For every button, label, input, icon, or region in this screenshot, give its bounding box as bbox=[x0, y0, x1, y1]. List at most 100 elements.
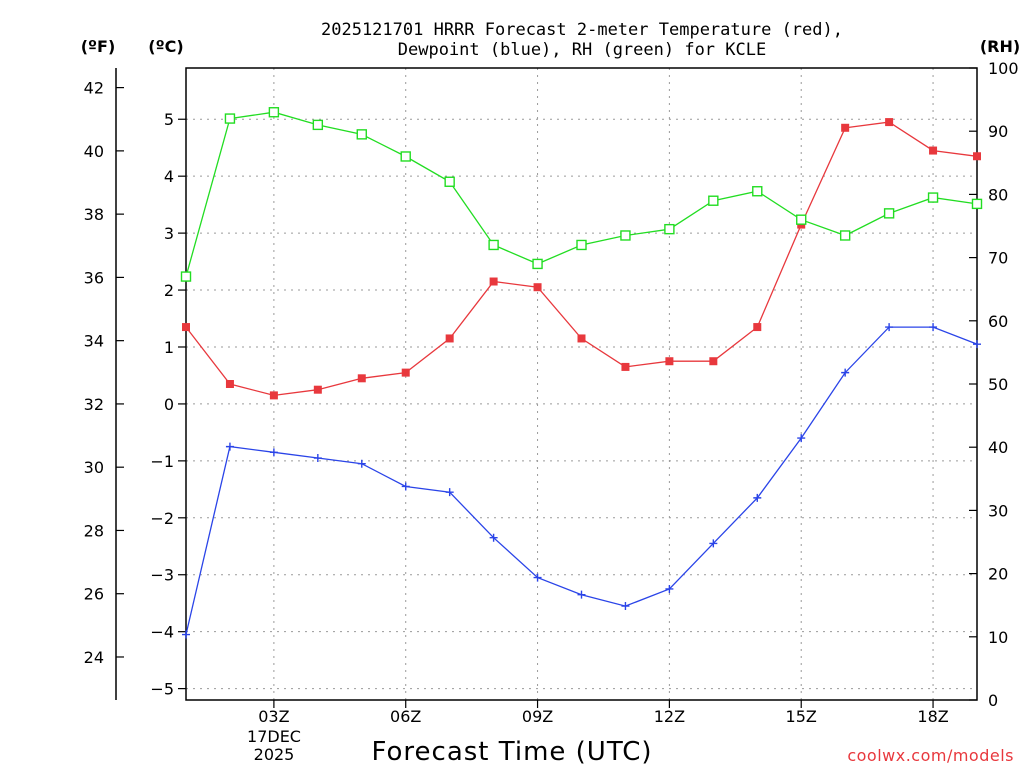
fahrenheit-tick-label: 42 bbox=[84, 79, 104, 98]
temperature-data-point bbox=[269, 391, 278, 400]
temperature-data-point bbox=[401, 368, 410, 377]
rh-data-point bbox=[312, 119, 324, 131]
dewpoint-data-point bbox=[929, 323, 938, 332]
celsius-tick-label: −3 bbox=[150, 566, 174, 585]
temperature-data-point bbox=[841, 123, 850, 132]
chart-title-line-1: 2025121701 HRRR Forecast 2-meter Tempera… bbox=[321, 20, 843, 40]
dewpoint-data-point bbox=[401, 482, 410, 491]
rh-data-point bbox=[444, 176, 455, 187]
dewpoint-data-point bbox=[489, 533, 498, 542]
rh-data-point bbox=[839, 230, 851, 241]
rh-data-point bbox=[664, 223, 675, 235]
dewpoint-data-point bbox=[885, 323, 894, 332]
temperature-data-point bbox=[665, 357, 674, 366]
x-tick-label: 09Z bbox=[522, 707, 553, 726]
rh-tick-label: 80 bbox=[988, 185, 1008, 204]
x-tick-label: 03Z bbox=[258, 707, 289, 726]
celsius-tick-label: −2 bbox=[150, 509, 174, 528]
chart-title-line-2: Dewpoint (blue), RH (green) for KCLE bbox=[398, 40, 766, 60]
fahrenheit-tick-label: 40 bbox=[84, 142, 104, 161]
rh-series-line bbox=[185, 111, 978, 277]
temperature-data-point bbox=[709, 357, 718, 366]
rh-tick-label: 70 bbox=[988, 249, 1008, 268]
rh-tick-label: 50 bbox=[988, 375, 1008, 394]
temperature-data-point bbox=[445, 334, 454, 343]
rh-data-point bbox=[620, 230, 631, 241]
rh-tick-label: 0 bbox=[988, 691, 998, 710]
x-tick-label: 15Z bbox=[786, 707, 817, 726]
x-tick-label: 06Z bbox=[390, 707, 421, 726]
rh-data-point bbox=[883, 208, 895, 219]
dewpoint-series-line bbox=[185, 326, 978, 635]
rh-tick-label: 30 bbox=[988, 501, 1008, 520]
temperature-data-point bbox=[489, 277, 498, 286]
celsius-tick-label: 2 bbox=[164, 281, 174, 300]
fahrenheit-tick-label: 34 bbox=[84, 332, 104, 351]
celsius-tick-label: −1 bbox=[150, 452, 174, 471]
dewpoint-data-point bbox=[973, 340, 981, 349]
dewpoint-data-point bbox=[621, 602, 630, 611]
rh-data-point bbox=[971, 198, 983, 210]
temperature-data-point bbox=[621, 362, 630, 371]
temperature-data-point bbox=[929, 146, 938, 155]
dewpoint-data-point bbox=[357, 459, 366, 468]
temperature-data-point bbox=[533, 283, 542, 292]
temperature-data-point bbox=[313, 385, 322, 394]
rh-data-point bbox=[400, 151, 411, 162]
rh-tick-label: 10 bbox=[988, 628, 1008, 647]
rh-data-point bbox=[532, 258, 543, 270]
date-year-label: 2025 bbox=[254, 745, 295, 764]
rh-data-point bbox=[224, 113, 236, 124]
fahrenheit-tick-label: 30 bbox=[84, 458, 104, 477]
dewpoint-data-point bbox=[225, 442, 234, 451]
rh-data-point bbox=[752, 186, 763, 197]
celsius-unit-label: (ºC) bbox=[148, 37, 183, 56]
temperature-data-point bbox=[357, 374, 366, 383]
temperature-data-point bbox=[973, 152, 981, 161]
temperature-data-point bbox=[753, 323, 762, 332]
rh-data-point bbox=[180, 271, 192, 282]
rh-data-point bbox=[708, 195, 719, 206]
celsius-tick-label: 4 bbox=[164, 167, 174, 186]
rh-tick-label: 90 bbox=[988, 122, 1008, 141]
fahrenheit-tick-label: 36 bbox=[84, 268, 104, 287]
rh-tick-label: 20 bbox=[988, 565, 1008, 584]
dewpoint-data-point bbox=[753, 493, 762, 502]
fahrenheit-tick-label: 24 bbox=[84, 648, 104, 667]
x-tick-label: 18Z bbox=[917, 707, 948, 726]
rh-tick-label: 60 bbox=[988, 312, 1008, 331]
dewpoint-data-point bbox=[269, 448, 278, 457]
rh-data-point bbox=[268, 107, 280, 118]
dewpoint-data-point bbox=[665, 584, 674, 593]
credit-link[interactable]: coolwx.com/models bbox=[847, 746, 1014, 765]
celsius-tick-label: 5 bbox=[164, 110, 174, 129]
fahrenheit-tick-label: 38 bbox=[84, 205, 104, 224]
celsius-tick-label: 1 bbox=[164, 338, 174, 357]
x-axis-title: Forecast Time (UTC) bbox=[371, 737, 652, 767]
axis-ticks: −5−4−3−2−1012345242628303234363840420102… bbox=[84, 59, 1019, 726]
rh-data-point bbox=[488, 239, 499, 251]
date-day-label: 17DEC bbox=[247, 727, 301, 746]
dewpoint-data-point bbox=[182, 630, 190, 639]
temperature-series-line bbox=[185, 121, 978, 397]
data-series bbox=[180, 107, 983, 639]
dewpoint-data-point bbox=[577, 590, 586, 599]
temperature-data-point bbox=[885, 118, 894, 127]
dewpoint-data-point bbox=[841, 368, 850, 377]
fahrenheit-tick-label: 26 bbox=[84, 585, 104, 604]
dewpoint-data-point bbox=[313, 454, 322, 463]
celsius-tick-label: −5 bbox=[150, 680, 174, 699]
temperature-data-point bbox=[225, 380, 234, 388]
x-tick-label: 12Z bbox=[654, 707, 685, 726]
grid-lines bbox=[186, 68, 977, 700]
dewpoint-data-point bbox=[709, 539, 718, 548]
temperature-data-point bbox=[577, 334, 586, 343]
rh-data-point bbox=[356, 129, 367, 140]
plot-frame bbox=[185, 67, 978, 701]
temperature-data-point bbox=[182, 323, 190, 332]
rh-data-point bbox=[927, 192, 939, 203]
rh-tick-label: 100 bbox=[988, 59, 1019, 78]
fahrenheit-tick-label: 32 bbox=[84, 395, 104, 414]
dewpoint-data-point bbox=[533, 573, 542, 582]
